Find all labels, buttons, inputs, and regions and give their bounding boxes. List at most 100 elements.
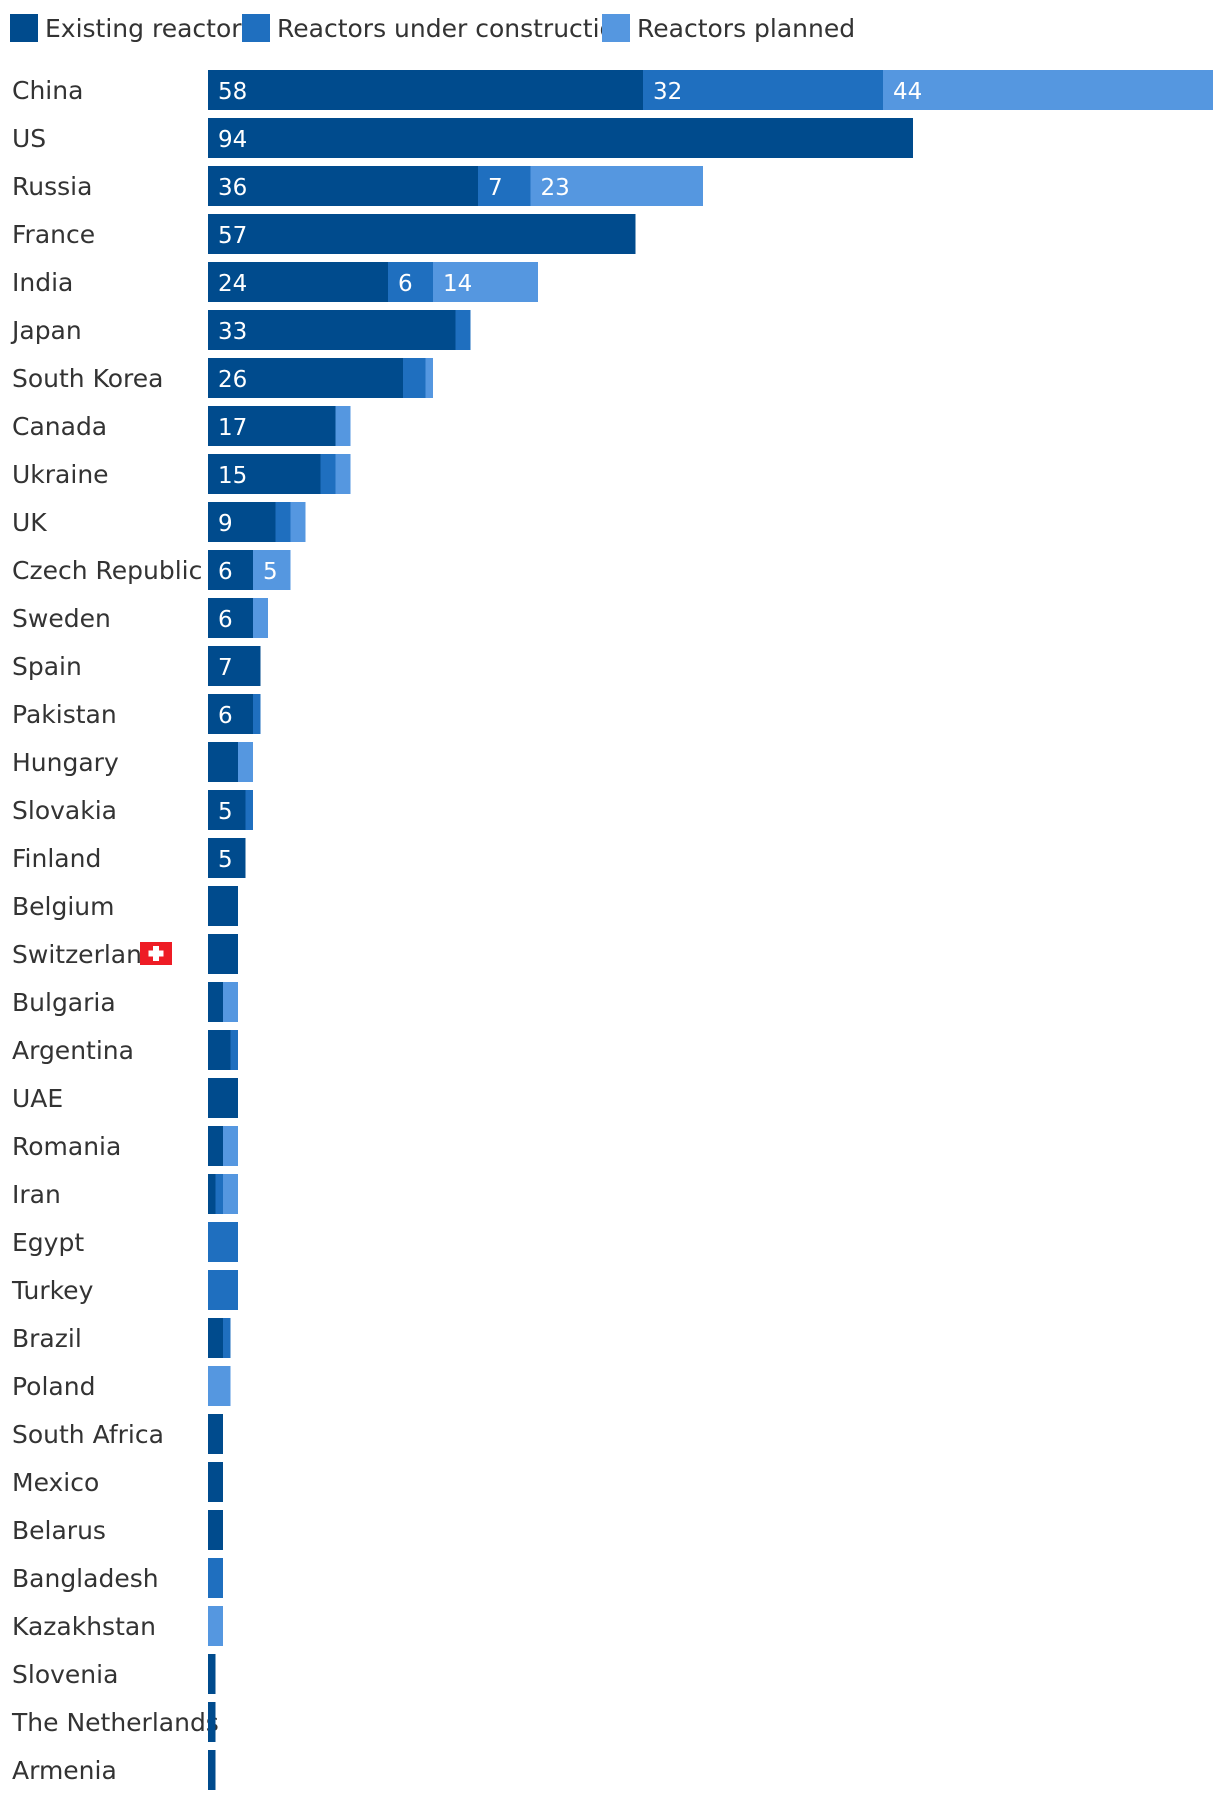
bar-china-reactors-planned [883, 70, 1213, 110]
bar-south-korea-reactors-under-construction [403, 358, 426, 398]
category-label-egypt: Egypt [12, 1228, 84, 1257]
data-label-sweden-existing-reactors: 6 [218, 607, 233, 633]
bar-bulgaria-existing-reactors [208, 982, 223, 1022]
data-label-canada-existing-reactors: 17 [218, 415, 247, 441]
bar-japan-existing-reactors [208, 310, 456, 350]
bar-brazil-reactors-under-construction [223, 1318, 231, 1358]
category-label-china: China [12, 76, 83, 105]
data-label-czech-republic-reactors-planned: 5 [263, 559, 278, 585]
bar-ukraine-existing-reactors [208, 454, 321, 494]
data-label-china-reactors-planned: 44 [893, 79, 922, 105]
bar-uk-existing-reactors [208, 502, 276, 542]
bar-argentina-reactors-under-construction [230, 1030, 238, 1070]
bar-romania-existing-reactors [208, 1126, 223, 1166]
data-label-russia-reactors-under-construction: 7 [488, 175, 503, 201]
category-label-uae: UAE [12, 1084, 63, 1113]
category-label-south-korea: South Korea [12, 364, 163, 393]
bar-brazil-existing-reactors [208, 1318, 223, 1358]
bar-belgium-existing-reactors [208, 886, 238, 926]
category-label-russia: Russia [12, 172, 92, 201]
swiss-flag-icon [140, 942, 172, 965]
data-label-us-existing-reactors: 94 [218, 127, 247, 153]
category-label-japan: Japan [10, 316, 82, 345]
category-label-armenia: Armenia [12, 1756, 117, 1785]
bar-hungary-existing-reactors [208, 742, 238, 782]
legend-swatch-reactors-planned [602, 14, 630, 42]
bar-france-existing-reactors [208, 214, 636, 254]
category-label-slovenia: Slovenia [12, 1660, 118, 1689]
bar-argentina-existing-reactors [208, 1030, 231, 1070]
category-label-poland: Poland [12, 1372, 95, 1401]
legend-label-reactors-under-construction: Reactors under construction [277, 14, 631, 43]
legend-swatch-existing-reactors [10, 14, 38, 42]
category-label-iran: Iran [12, 1180, 61, 1209]
category-label-france: France [12, 220, 95, 249]
bar-russia-reactors-planned [530, 166, 703, 206]
category-label-turkey: Turkey [11, 1276, 94, 1305]
data-label-south-korea-existing-reactors: 26 [218, 367, 247, 393]
bar-kazakhstan-reactors-planned [208, 1606, 223, 1646]
bar-uk-reactors-under-construction [275, 502, 291, 542]
bar-slovakia-existing-reactors [208, 790, 246, 830]
category-label-slovakia: Slovakia [12, 796, 117, 825]
data-label-india-existing-reactors: 24 [218, 271, 247, 297]
category-label-czech-republic: Czech Republic [12, 556, 202, 585]
data-label-finland-existing-reactors: 5 [218, 847, 233, 873]
bar-iran-existing-reactors [208, 1174, 216, 1214]
bar-the-netherlands-existing-reactors [208, 1702, 216, 1742]
bar-ukraine-reactors-planned [335, 454, 351, 494]
category-label-mexico: Mexico [12, 1468, 99, 1497]
legend-swatch-reactors-under-construction [242, 14, 270, 42]
bar-turkey-reactors-under-construction [208, 1270, 238, 1310]
category-label-ukraine: Ukraine [12, 460, 109, 489]
bar-finland-existing-reactors [208, 838, 246, 878]
bar-pakistan-existing-reactors [208, 694, 253, 734]
category-label-uk: UK [12, 508, 47, 537]
data-label-india-reactors-planned: 14 [443, 271, 472, 297]
bar-sweden-existing-reactors [208, 598, 253, 638]
bar-belarus-existing-reactors [208, 1510, 223, 1550]
data-label-pakistan-existing-reactors: 6 [218, 703, 233, 729]
category-label-brazil: Brazil [12, 1324, 82, 1353]
legend-label-reactors-planned: Reactors planned [637, 14, 855, 43]
data-label-china-existing-reactors: 58 [218, 79, 247, 105]
category-label-switzerland: Switzerland [12, 940, 158, 969]
data-label-japan-existing-reactors: 33 [218, 319, 247, 345]
bar-iran-reactors-under-construction [215, 1174, 223, 1214]
category-label-bangladesh: Bangladesh [12, 1564, 159, 1593]
bar-czech-republic-existing-reactors [208, 550, 253, 590]
bar-egypt-reactors-under-construction [208, 1222, 238, 1262]
bar-pakistan-reactors-under-construction [253, 694, 261, 734]
bar-sweden-reactors-planned [253, 598, 268, 638]
bar-india-reactors-under-construction [388, 262, 433, 302]
data-label-slovakia-existing-reactors: 5 [218, 799, 233, 825]
data-label-india-reactors-under-construction: 6 [398, 271, 413, 297]
bar-uae-existing-reactors [208, 1078, 238, 1118]
legend-label-existing-reactors: Existing reactors [45, 14, 255, 43]
bar-china-existing-reactors [208, 70, 643, 110]
category-label-us: US [12, 124, 46, 153]
data-label-france-existing-reactors: 57 [218, 223, 247, 249]
category-label-sweden: Sweden [12, 604, 111, 633]
category-label-belarus: Belarus [12, 1516, 106, 1545]
bar-bulgaria-reactors-planned [223, 982, 238, 1022]
category-label-finland: Finland [12, 844, 101, 873]
bar-czech-republic-reactors-planned [253, 550, 291, 590]
bar-south-korea-reactors-planned [425, 358, 433, 398]
category-label-pakistan: Pakistan [12, 700, 117, 729]
bar-poland-reactors-planned [208, 1366, 231, 1406]
bar-spain-existing-reactors [208, 646, 261, 686]
data-label-spain-existing-reactors: 7 [218, 655, 233, 681]
bars: 58 32 44 94 36 7 23 57 24 6 14 33 26 17 15 9 6 5 6 7 6 5 5 [208, 70, 1213, 1790]
data-label-ukraine-existing-reactors: 15 [218, 463, 247, 489]
bar-russia-reactors-under-construction [478, 166, 531, 206]
data-label-china-reactors-under-construction: 32 [653, 79, 682, 105]
category-label-spain: Spain [12, 652, 82, 681]
category-label-belgium: Belgium [12, 892, 115, 921]
category-label-the-netherlands: The Netherlands [11, 1708, 219, 1737]
data-label-russia-reactors-planned: 23 [541, 175, 570, 201]
category-label-bulgaria: Bulgaria [12, 988, 116, 1017]
category-label-romania: Romania [12, 1132, 121, 1161]
category-label-kazakhstan: Kazakhstan [12, 1612, 156, 1641]
category-label-argentina: Argentina [12, 1036, 134, 1065]
